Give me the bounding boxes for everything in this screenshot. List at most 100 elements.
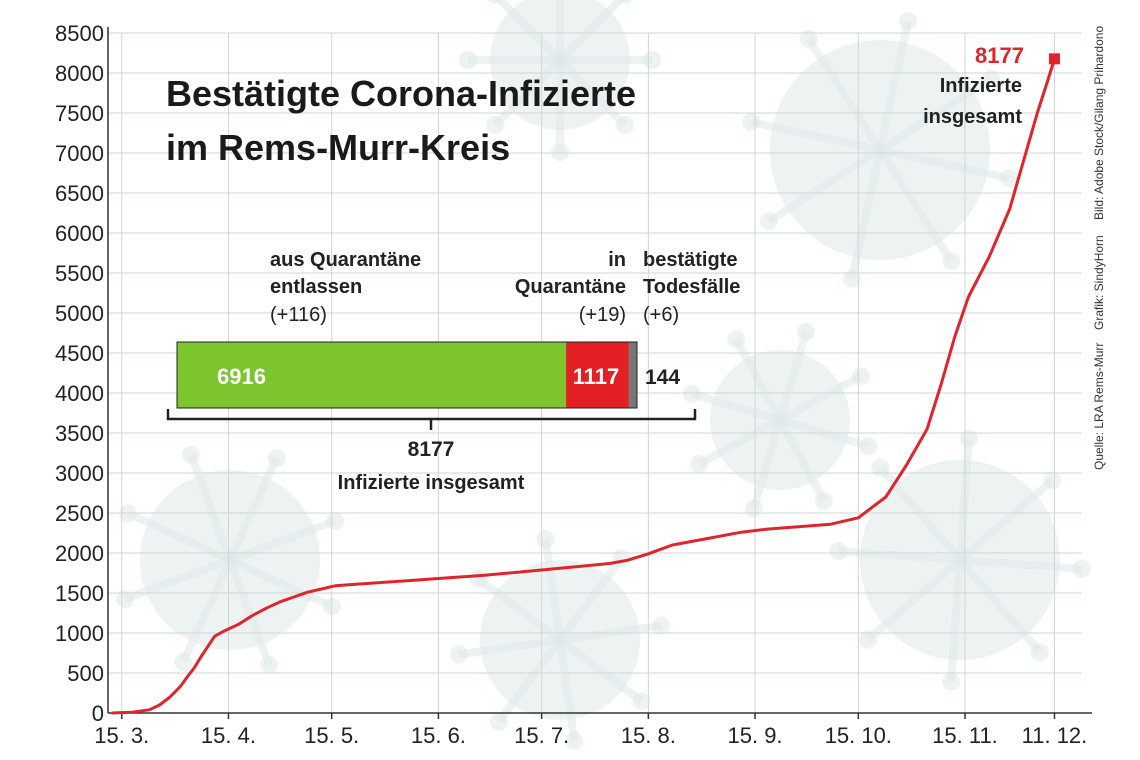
y-tick-label: 2500: [55, 501, 104, 526]
bar-outline: [176, 341, 638, 409]
y-tick-label: 7500: [55, 101, 104, 126]
bar-segment-quarantine: [566, 342, 629, 408]
virus-spike-tip: [797, 322, 816, 341]
virus-spike: [959, 556, 1082, 573]
virus-spike: [697, 416, 782, 468]
segment-label-released-2: entlassen: [270, 276, 362, 298]
segment-label-quarantine-1: in: [608, 249, 626, 271]
virus-spike-tip: [727, 330, 746, 349]
virus-spike-tip: [459, 51, 477, 69]
virus-spike-tip: [487, 0, 503, 4]
segment-change-quarantine: (+19): [579, 304, 626, 326]
virus-spike-tip: [485, 116, 504, 135]
y-tick-label: 3500: [55, 421, 104, 446]
virus-spike: [126, 509, 232, 564]
virus-spike-tip: [682, 384, 701, 403]
segment-label-quarantine-2: Quarantäne: [515, 276, 626, 298]
virus-spike-tip: [859, 437, 878, 456]
segment-label-deaths-2: Todesfälle: [643, 276, 740, 298]
credit-source: Quelle: LRA Rems-Murr: [1092, 343, 1106, 470]
segment-label-deaths-1: bestätigte: [643, 249, 737, 271]
virus-spike-tip: [1072, 559, 1091, 578]
end-point-marker: [1048, 53, 1060, 65]
y-tick-label: 0: [92, 701, 104, 726]
virus-spike-tip: [632, 692, 651, 711]
x-tick-label: 11. 12.: [1022, 723, 1088, 748]
segment-label-released-1: aus Quarantäne: [270, 249, 421, 271]
virus-spike-tip: [489, 712, 508, 731]
virus-spike-tip: [565, 731, 584, 750]
x-tick-labels: 15. 3. 15. 4. 15. 5. 15. 6. 15. 7. 15. 8. 15. …: [94, 713, 1087, 748]
virus-spike-tip: [842, 269, 861, 288]
virus-spike: [228, 556, 334, 611]
end-value-label: 8177: [975, 43, 1024, 68]
virus-spike-tip: [1043, 471, 1062, 490]
virus-spike: [778, 372, 863, 424]
virus-spike: [776, 330, 810, 422]
virus-spike-tip: [744, 499, 763, 518]
virus-spike-tip: [690, 454, 709, 473]
credit-graphic: Grafik: SindyHorn: [1092, 235, 1106, 330]
virus-spike-tip: [799, 29, 818, 48]
y-tick-label: 1500: [55, 581, 104, 606]
axes: [107, 27, 1092, 714]
virus-spike-tip: [616, 116, 635, 135]
y-tick-label: 6000: [55, 221, 104, 246]
x-tick-label: 15. 10.: [825, 723, 892, 748]
virus-spike-tip: [999, 169, 1018, 188]
virus-spike-tip: [814, 491, 833, 510]
virus-spike: [956, 557, 1043, 655]
virus-spike-tip: [643, 51, 661, 69]
bar-segment-released: [177, 342, 567, 408]
virus-spike: [494, 0, 563, 63]
chart-title-line-2: im Rems-Murr-Kreis: [166, 127, 510, 168]
y-tick-label: 8000: [55, 61, 104, 86]
y-tick-label: 7000: [55, 141, 104, 166]
x-tick-label: 15. 3.: [94, 723, 149, 748]
virus-spike: [879, 146, 1010, 183]
virus-spike-tip: [871, 458, 890, 477]
virus-spike-tip: [612, 549, 631, 568]
segment-change-released: (+116): [270, 304, 327, 326]
virus-spike-tip: [858, 630, 877, 649]
end-caption-line-1: Infizierte: [940, 75, 1022, 97]
chart-title-line-1: Bestätigte Corona-Infizierte: [166, 73, 636, 114]
virus-spike-tip: [899, 12, 918, 31]
virus-spike-tip: [829, 542, 848, 561]
virus-spike: [957, 477, 1055, 564]
credits: Quelle: LRA Rems-Murr Grafik: SindyHorn …: [1092, 26, 1106, 470]
y-tick-label: 6500: [55, 181, 104, 206]
x-tick-label: 15. 7.: [514, 723, 569, 748]
virus-spike: [541, 538, 564, 641]
y-tick-label: 5500: [55, 261, 104, 286]
virus-spike-tip: [267, 449, 286, 468]
virus-spike-tip: [469, 569, 488, 588]
virus-spike: [750, 418, 784, 510]
virus-spike: [766, 146, 883, 225]
y-tick-labels: 0 500 1000 1500 2000 2500 3000 3500 4000 4500 5000…: [55, 21, 104, 726]
end-caption-line-2: insgesamt: [923, 106, 1022, 128]
virus-spike-tip: [942, 252, 961, 271]
virus-spike-tip: [851, 367, 870, 386]
y-tick-label: 4000: [55, 381, 104, 406]
virus-spike: [179, 558, 234, 664]
virus-spike-tip: [759, 212, 778, 231]
virus-spike: [805, 36, 884, 153]
virus-spike-tip: [617, 0, 633, 4]
virus-spike-tip: [325, 511, 344, 530]
total-value-label: 8177: [408, 438, 455, 461]
virus-spike-tip: [181, 446, 200, 465]
x-tick-label: 15. 9.: [728, 723, 783, 748]
virus-spike: [690, 390, 782, 424]
virus-spike: [865, 556, 963, 643]
y-tick-label: 1000: [55, 621, 104, 646]
virus-spike-tip: [982, 69, 1001, 88]
virus-spike: [492, 57, 563, 128]
virus-spike-tip: [742, 112, 761, 131]
virus-spike: [226, 456, 281, 562]
series-line-infected: [111, 58, 1056, 715]
x-tick-label: 15. 4.: [201, 723, 256, 748]
virus-spike: [458, 636, 561, 659]
virus-spike: [557, 57, 628, 128]
